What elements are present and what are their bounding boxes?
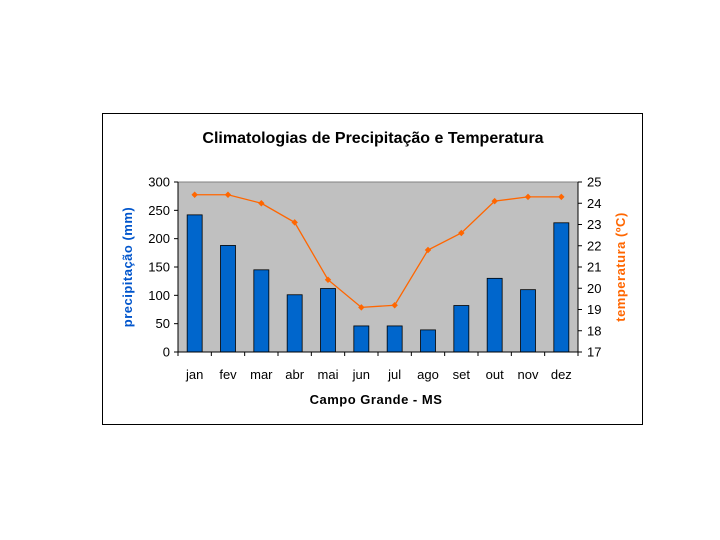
x-tick-label-mai: mai bbox=[318, 367, 339, 382]
y-right-tick-label: 17 bbox=[587, 345, 601, 360]
y-right-tick-label: 25 bbox=[587, 175, 601, 190]
y-right-tick-label: 20 bbox=[587, 281, 601, 296]
precip-bar-dez bbox=[553, 222, 570, 353]
precip-bar-abr bbox=[286, 294, 303, 353]
precip-bar-set bbox=[453, 305, 470, 353]
x-tick-label-jul: jul bbox=[387, 367, 401, 382]
y-axis-right-title: temperatura (ºC) bbox=[613, 212, 628, 322]
y-axis-left-title: precipitação (mm) bbox=[120, 207, 135, 327]
temperature-point-jul bbox=[391, 302, 398, 309]
y-left-tick-label: 250 bbox=[148, 203, 170, 218]
temperature-point-jan bbox=[191, 191, 198, 198]
y-right-tick-label: 24 bbox=[587, 196, 601, 211]
temperature-point-mar bbox=[258, 200, 265, 207]
x-tick-label-nov: nov bbox=[518, 367, 539, 382]
x-tick-label-jun: jun bbox=[352, 367, 370, 382]
y-right-tick-label: 21 bbox=[587, 260, 601, 275]
precip-bar-mar bbox=[253, 269, 270, 353]
y-right-tick-label: 18 bbox=[587, 323, 601, 338]
precip-bar-fev bbox=[220, 245, 236, 353]
temperature-line bbox=[194, 194, 562, 309]
x-tick-label-out: out bbox=[486, 367, 504, 382]
temperature-point-nov bbox=[524, 193, 532, 201]
x-tick-label-fev: fev bbox=[219, 367, 237, 382]
x-tick-label-dez: dez bbox=[551, 367, 572, 382]
y-left-tick-label: 0 bbox=[163, 345, 170, 360]
y-left-tick-label: 150 bbox=[148, 260, 170, 275]
y-right-tick-label: 23 bbox=[587, 217, 601, 232]
precip-bar-jan bbox=[186, 214, 203, 353]
x-axis-title: Campo Grande - MS bbox=[310, 392, 443, 407]
x-tick-label-abr: abr bbox=[285, 367, 304, 382]
x-tick-label-mar: mar bbox=[250, 367, 273, 382]
chart-frame: Climatologias de Precipitação e Temperat… bbox=[102, 113, 643, 425]
y-left-tick-label: 50 bbox=[156, 316, 170, 331]
precip-bar-out bbox=[486, 277, 503, 353]
combo-chart: Climatologias de Precipitação e Temperat… bbox=[120, 130, 628, 407]
precip-bar-jun bbox=[353, 325, 370, 353]
precip-bar-nov bbox=[520, 289, 536, 353]
y-left-tick-label: 300 bbox=[148, 175, 170, 190]
precip-bar-jul bbox=[386, 325, 403, 353]
precip-bar-mai bbox=[320, 288, 336, 353]
temperature-point-ago bbox=[424, 246, 432, 254]
temperature-point-mai bbox=[324, 276, 332, 283]
y-right-tick-label: 22 bbox=[587, 238, 601, 253]
plot-area bbox=[177, 181, 579, 353]
temperature-point-jun bbox=[358, 304, 365, 311]
x-tick-label-ago: ago bbox=[417, 367, 439, 382]
precip-bar-ago bbox=[420, 329, 436, 353]
x-tick-label-jan: jan bbox=[185, 367, 203, 382]
y-left-tick-label: 100 bbox=[148, 288, 170, 303]
temperature-point-abr bbox=[291, 219, 298, 226]
x-tick-label-set: set bbox=[453, 367, 471, 382]
chart-title: Climatologias de Precipitação e Temperat… bbox=[202, 130, 543, 147]
y-right-tick-label: 19 bbox=[587, 302, 601, 317]
y-left-tick-label: 200 bbox=[148, 231, 170, 246]
